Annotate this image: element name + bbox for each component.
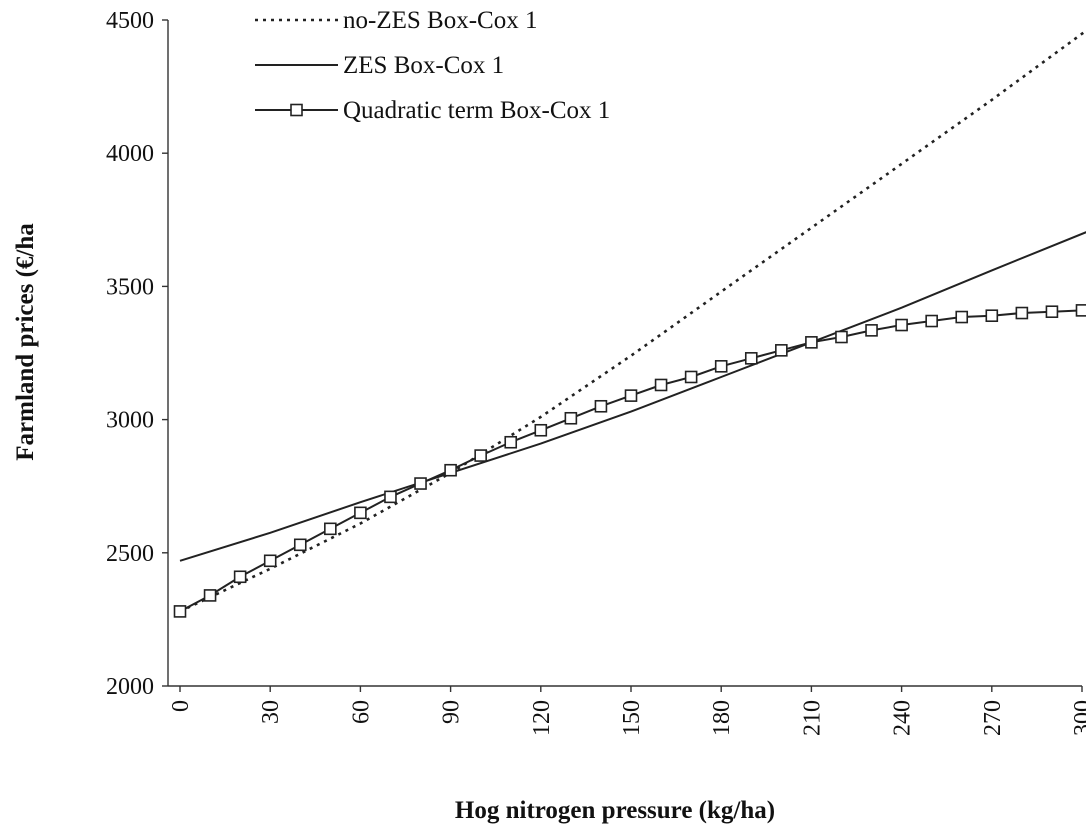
legend-label-1: no-ZES Box-Cox 1 bbox=[343, 7, 537, 34]
series-marker bbox=[714, 360, 728, 373]
series-marker bbox=[203, 589, 217, 602]
y-axis-title: Farmland prices (€/ha bbox=[12, 223, 39, 461]
series-marker bbox=[564, 411, 578, 425]
legend: no-ZES Box-Cox 1 ZES Box-Cox 1 Quadratic t… bbox=[255, 7, 610, 124]
plot-area bbox=[173, 29, 1086, 618]
series-marker bbox=[654, 378, 668, 392]
series-marker bbox=[955, 310, 969, 324]
series-marker bbox=[865, 324, 878, 337]
x-tick-label: 60 bbox=[348, 700, 374, 724]
series-marker bbox=[263, 554, 277, 568]
series-marker bbox=[414, 477, 427, 490]
series-marker bbox=[805, 336, 818, 349]
series-marker bbox=[354, 506, 367, 520]
x-tick-label: 300 bbox=[1070, 700, 1086, 736]
legend-label-3: Quadratic term Box-Cox 1 bbox=[343, 97, 610, 124]
y-tick-label: 2500 bbox=[106, 541, 154, 567]
series-marker bbox=[1045, 305, 1059, 319]
series-marker bbox=[624, 389, 638, 402]
y-tick-label: 3000 bbox=[106, 408, 154, 434]
series-marker bbox=[985, 309, 999, 323]
y-tick-label: 3500 bbox=[106, 274, 154, 300]
legend-marker bbox=[290, 103, 303, 117]
x-tick-label: 210 bbox=[799, 700, 825, 736]
series-marker bbox=[684, 370, 698, 384]
x-tick-label: 180 bbox=[709, 700, 735, 736]
series-marker bbox=[534, 423, 548, 437]
x-tick-label: 90 bbox=[439, 700, 465, 724]
series-marker bbox=[1075, 304, 1086, 317]
series-line-3 bbox=[179, 309, 1083, 613]
series-marker bbox=[173, 605, 187, 618]
series-marker bbox=[594, 399, 608, 413]
series-marker bbox=[504, 435, 518, 449]
series-marker bbox=[1015, 306, 1029, 320]
series-marker bbox=[744, 352, 758, 365]
x-tick-label: 0 bbox=[168, 700, 194, 712]
y-tick-label: 4000 bbox=[106, 141, 154, 167]
series-marker bbox=[925, 314, 938, 328]
x-tick-label: 240 bbox=[890, 700, 916, 736]
y-tick-label: 2000 bbox=[106, 674, 154, 700]
series-marker bbox=[775, 344, 788, 357]
x-tick-label: 270 bbox=[980, 700, 1006, 736]
series-line-2 bbox=[179, 231, 1086, 562]
series-marker bbox=[895, 318, 908, 332]
series-marker bbox=[835, 330, 848, 344]
x-tick-label: 30 bbox=[258, 700, 284, 724]
series-line-1 bbox=[179, 29, 1086, 613]
x-axis-title: Hog nitrogen pressure (kg/ha) bbox=[455, 797, 775, 824]
axes: 2000 2500 3000 3500 4000 4500 0 30 60 90 120 150 180… bbox=[106, 8, 1086, 736]
legend-label-2: ZES Box-Cox 1 bbox=[343, 52, 504, 79]
series-marker bbox=[233, 570, 247, 584]
series-marker bbox=[384, 490, 397, 504]
series-marker bbox=[444, 463, 457, 477]
series-marker bbox=[474, 449, 487, 462]
x-tick-label: 150 bbox=[619, 700, 645, 736]
y-tick-label: 4500 bbox=[106, 8, 154, 34]
series-marker bbox=[324, 522, 337, 536]
series-marker bbox=[293, 538, 307, 552]
x-tick-label: 120 bbox=[529, 700, 555, 736]
